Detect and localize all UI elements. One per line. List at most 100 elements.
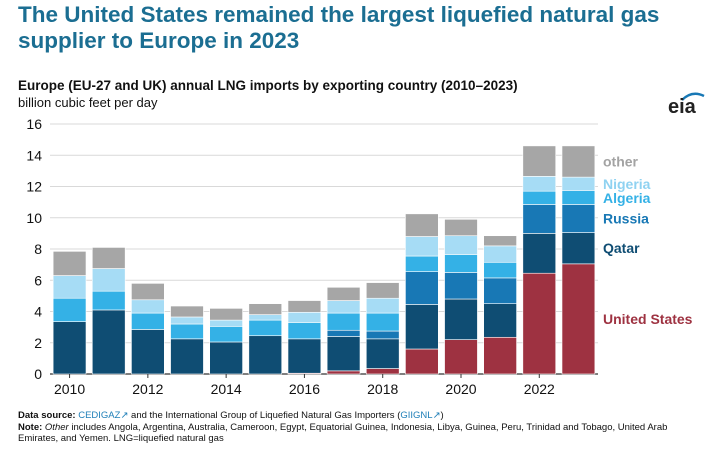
- logo-arc-icon: [681, 92, 705, 101]
- chart-title: Europe (EU-27 and UK) annual LNG imports…: [18, 78, 518, 93]
- bar-segment-united-states: [326, 370, 361, 375]
- eia-logo: eia: [668, 88, 710, 128]
- bar-segment-other: [483, 235, 517, 247]
- bar-segment-algeria: [365, 312, 400, 332]
- external-link-icon: ↗: [120, 410, 129, 421]
- bar-segment-russia: [444, 272, 478, 300]
- y-tick-label: 2: [34, 335, 42, 351]
- chart-footer: Data source: CEDIGAZ↗ and the Internatio…: [18, 410, 708, 445]
- bar-segment-nigeria: [287, 311, 322, 323]
- x-tick-label: 2014: [211, 381, 242, 397]
- bar-segment-qatar: [365, 338, 400, 369]
- bar-segment-algeria: [248, 319, 283, 337]
- bar-segment-nigeria: [91, 268, 126, 292]
- bar-segment-other: [287, 300, 322, 313]
- y-tick-label: 0: [34, 366, 42, 382]
- bar-segment-united-states: [444, 339, 478, 375]
- x-tick-label: 2012: [132, 381, 163, 397]
- bar-segment-algeria: [326, 312, 361, 331]
- note-other-word: Other: [44, 421, 69, 433]
- bar-segment-other: [444, 219, 478, 237]
- x-tick-label: 2016: [289, 381, 320, 397]
- bar-segment-other: [522, 145, 557, 177]
- note-line: Note: Other includes Angola, Argentina, …: [18, 422, 708, 445]
- stacked-bar-chart: 0 2 4 6 8 10 12 14 16 2010 2012 2014 2016 2018 2020 202…: [26, 116, 693, 397]
- bar-segment-nigeria: [326, 300, 361, 314]
- bar-segment-qatar: [170, 338, 204, 375]
- bar-segment-nigeria: [405, 236, 439, 257]
- legend-label-qatar: Qatar: [603, 240, 640, 256]
- legend-label-nigeria: Nigeria: [603, 176, 651, 192]
- y-tick-label: 4: [34, 304, 42, 320]
- bar-segment-russia: [326, 329, 361, 337]
- legend-label-other: other: [603, 154, 639, 170]
- bar-segment-other: [91, 247, 126, 269]
- bar-segment-qatar: [483, 303, 517, 338]
- bar-segment-algeria: [405, 255, 439, 272]
- note-label: Note:: [18, 421, 43, 433]
- bar-segment-russia: [365, 330, 400, 340]
- bar-segment-algeria: [287, 322, 322, 340]
- legend-label-united-states: United States: [603, 311, 693, 327]
- bar-segment-other: [248, 303, 283, 315]
- bar-segment-nigeria: [483, 245, 517, 263]
- bar-segment-algeria: [91, 290, 126, 311]
- legend-label-algeria: Algeria: [603, 190, 651, 206]
- y-tick-label: 10: [26, 210, 42, 226]
- external-link-icon: ↗: [432, 410, 441, 421]
- bar-segment-russia: [561, 204, 596, 233]
- x-tick-label: 2020: [445, 381, 476, 397]
- y-tick-label: 16: [26, 116, 42, 132]
- source-middle-text: and the International Group of Liquefied…: [131, 410, 401, 421]
- bar-segment-qatar: [91, 309, 126, 375]
- x-tick-label: 2018: [367, 381, 398, 397]
- bar-segment-other: [561, 145, 596, 178]
- bar-segment-nigeria: [365, 297, 400, 314]
- bar-segment-qatar: [287, 338, 322, 374]
- bar-segment-other: [405, 213, 439, 237]
- bar-segment-other: [365, 282, 400, 299]
- bar-segment-qatar: [131, 329, 165, 375]
- bar-segment-united-states: [405, 348, 439, 375]
- x-tick-label: 2010: [54, 381, 85, 397]
- y-tick-label: 6: [34, 272, 42, 288]
- cedigaz-link[interactable]: CEDIGAZ: [78, 410, 121, 421]
- bar-segment-qatar: [248, 335, 283, 375]
- bar-segment-nigeria: [248, 314, 283, 321]
- bar-segment-qatar: [405, 304, 439, 350]
- bar-segment-algeria: [444, 254, 478, 273]
- bar-segment-algeria: [561, 190, 596, 205]
- legend-label-russia: Russia: [603, 211, 649, 227]
- source-end-text: ): [440, 410, 444, 421]
- bar-segment-algeria: [483, 261, 517, 279]
- bar-segment-qatar: [52, 321, 87, 375]
- bar-segment-united-states: [365, 368, 400, 375]
- giignl-link[interactable]: GIIGNL: [400, 410, 433, 421]
- bar-segment-other: [52, 251, 87, 276]
- source-label: Data source:: [18, 410, 76, 421]
- bar-segment-other: [131, 283, 165, 301]
- bar-segment-nigeria: [444, 235, 478, 255]
- y-tick-label: 8: [34, 241, 42, 257]
- bar-segment-russia: [522, 204, 557, 234]
- bar-segment-russia: [483, 277, 517, 304]
- bar-segment-qatar: [444, 298, 478, 340]
- bar-segment-qatar: [561, 232, 596, 265]
- logo-text: eia: [668, 96, 696, 118]
- bar-segment-nigeria: [522, 176, 557, 192]
- bar-segment-nigeria: [170, 316, 204, 325]
- bar-segment-algeria: [209, 326, 243, 343]
- bar-segment-united-states: [522, 272, 557, 375]
- bar-segment-qatar: [209, 341, 243, 375]
- bar-segment-other: [170, 305, 204, 318]
- bar-segment-algeria: [52, 297, 87, 322]
- x-tick-label: 2022: [524, 381, 555, 397]
- bar-segment-algeria: [170, 323, 204, 340]
- bar-segment-united-states: [483, 336, 517, 375]
- bar-segment-algeria: [131, 312, 165, 330]
- bar-segment-nigeria: [52, 275, 87, 299]
- bar-segment-russia: [405, 271, 439, 305]
- bar-segment-other: [209, 308, 243, 321]
- y-tick-label: 12: [26, 179, 42, 195]
- bar-segment-qatar: [326, 336, 361, 372]
